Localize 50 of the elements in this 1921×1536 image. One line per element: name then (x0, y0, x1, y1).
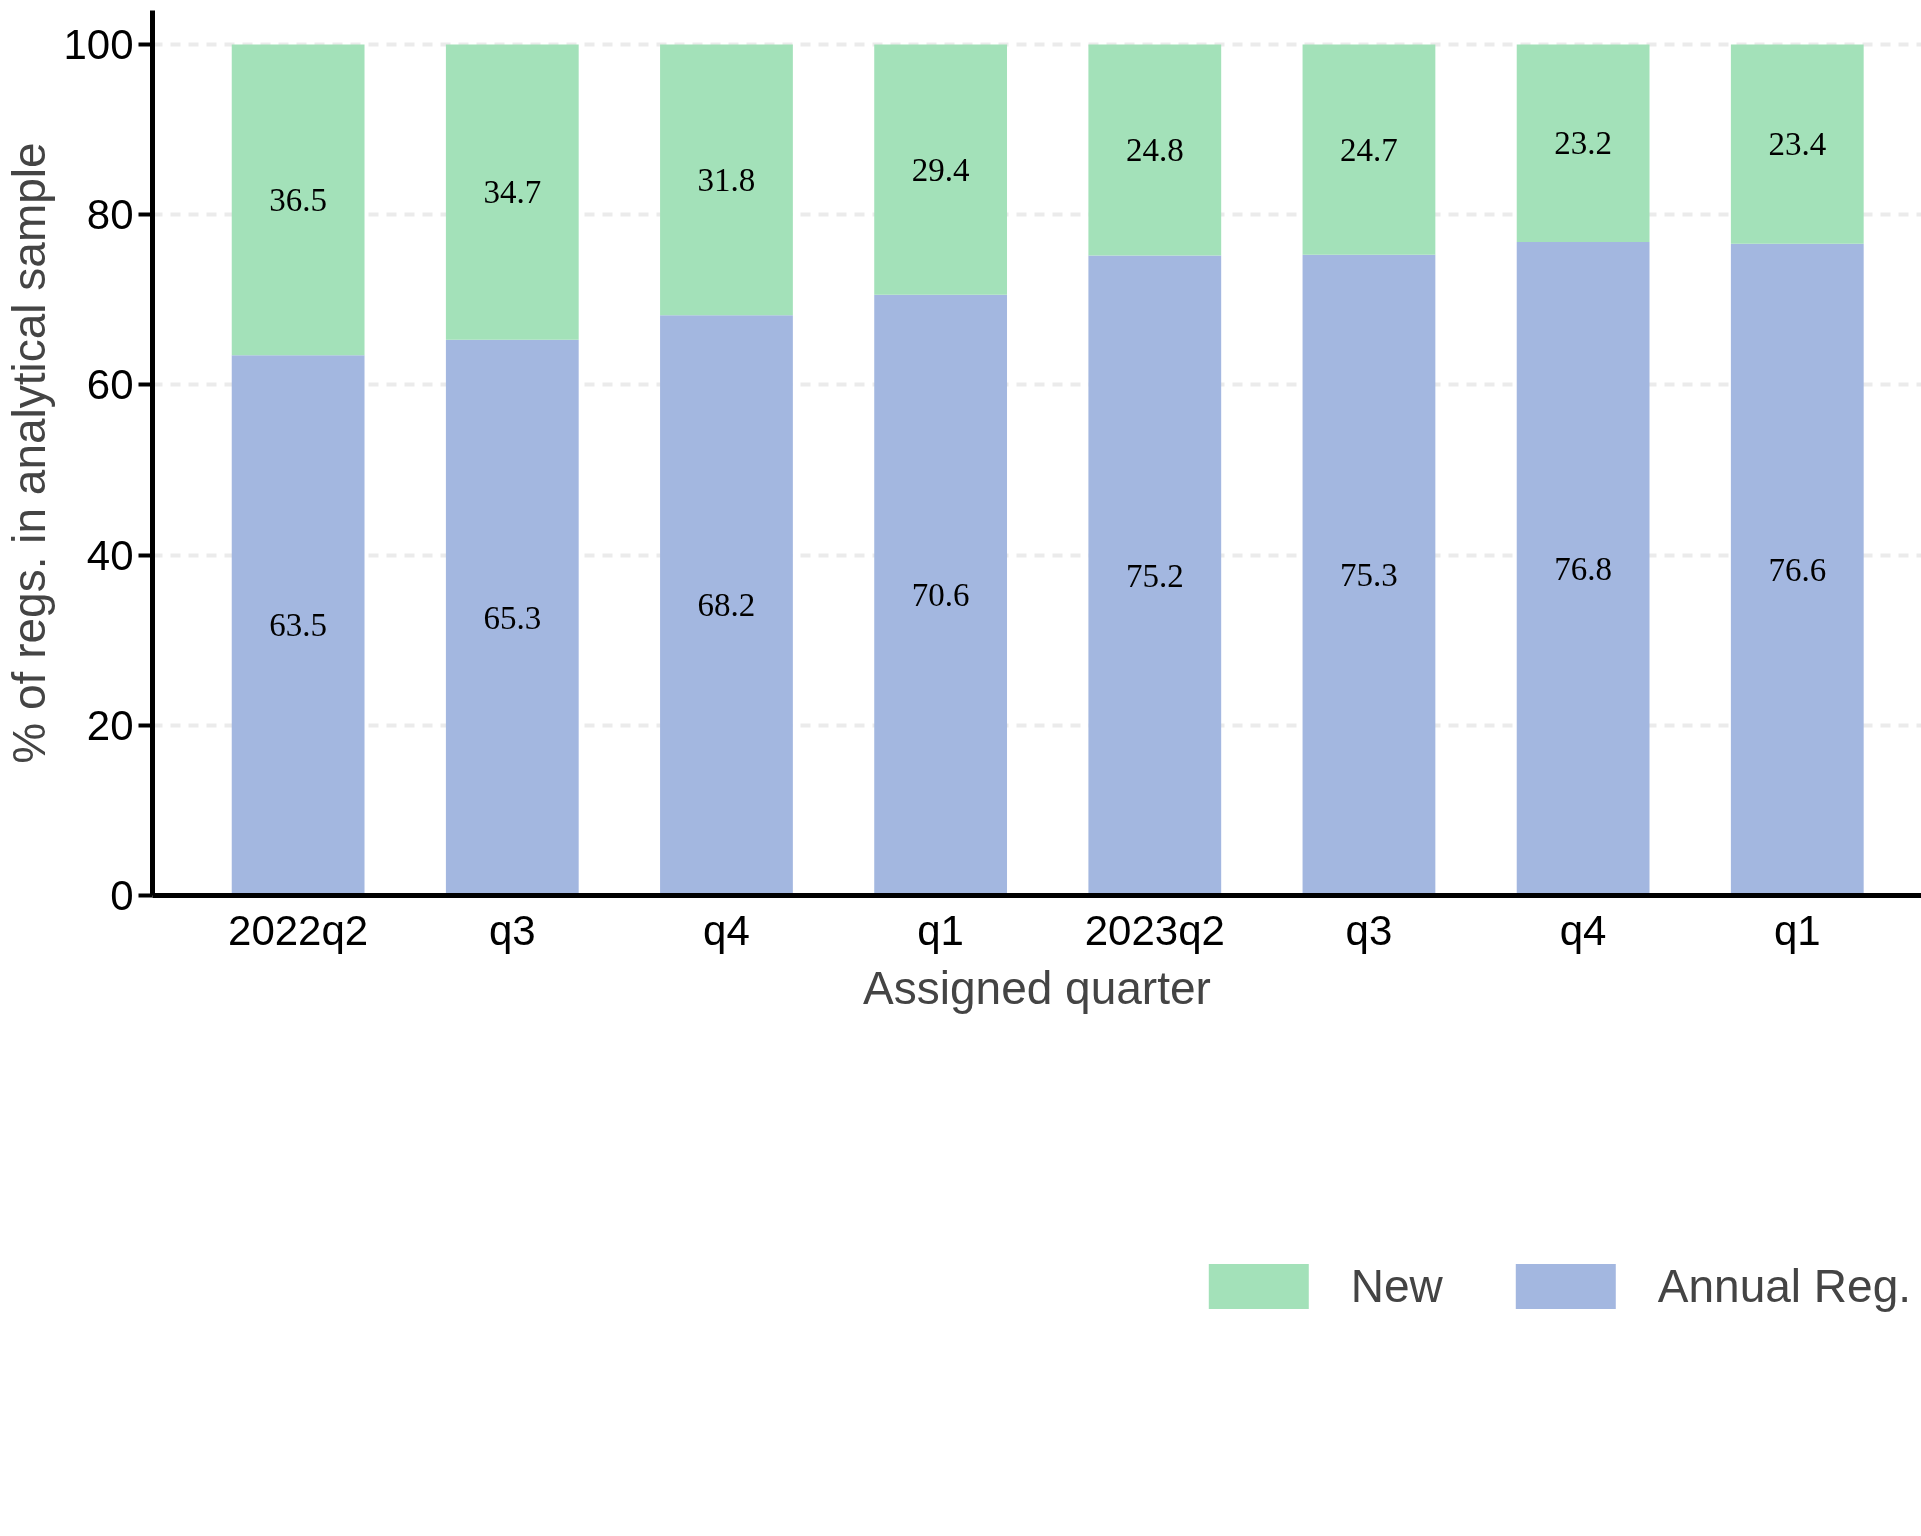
data-label: 75.2 (1125, 557, 1184, 594)
data-label: 36.5 (269, 181, 328, 218)
bar (231, 355, 365, 896)
y-tick-label: 100 (63, 21, 134, 69)
data-label: 75.3 (1340, 557, 1398, 594)
bar (660, 44, 793, 316)
y-tick-label: 0 (110, 872, 134, 919)
bar (874, 44, 1008, 295)
x-tick-label: 2022q2 (228, 906, 369, 954)
y-tick-label: 60 (86, 361, 134, 409)
data-label: 29.4 (911, 151, 970, 188)
data-label: 70.6 (911, 577, 970, 614)
bar (1730, 44, 1864, 244)
bar (231, 44, 365, 356)
data-label: 76.8 (1554, 550, 1612, 587)
x-tick-label: q1 (1773, 906, 1821, 954)
bar (1302, 254, 1436, 896)
data-label: 24.8 (1125, 132, 1184, 169)
data-label: 76.6 (1768, 551, 1827, 588)
bar (660, 315, 793, 896)
y-axis-title: % of regs. in analytical sample (3, 142, 56, 764)
bar (445, 44, 579, 340)
y-tick-label: 40 (86, 531, 134, 579)
data-label: 31.8 (697, 161, 756, 198)
legend-label: Annual Reg. (1657, 1259, 1911, 1313)
data-label: 24.7 (1340, 131, 1398, 168)
x-tick-label: q1 (917, 906, 964, 954)
bar (1730, 243, 1864, 896)
x-tick-label: q3 (488, 906, 536, 954)
data-label: 34.7 (483, 174, 542, 211)
legend-label: New (1350, 1259, 1443, 1313)
data-label: 23.2 (1554, 125, 1612, 162)
x-tick-label: q3 (1345, 906, 1393, 954)
x-axis-title: Assigned quarter (863, 961, 1211, 1014)
bar (1516, 241, 1650, 896)
x-tick-label: q4 (1559, 906, 1607, 954)
data-label: 63.5 (269, 607, 328, 644)
data-label: 68.2 (697, 587, 756, 624)
bar (874, 294, 1008, 896)
bar (445, 339, 579, 896)
x-tick-label: 2023q2 (1084, 906, 1225, 954)
x-tick-label: q4 (703, 906, 750, 954)
data-label: 65.3 (483, 599, 542, 636)
y-tick-label: 80 (86, 191, 134, 239)
y-tick-label: 20 (86, 701, 134, 749)
bar (1088, 255, 1222, 896)
data-label: 23.4 (1768, 126, 1827, 163)
bar (1516, 44, 1650, 242)
bar (1088, 44, 1222, 256)
bar (1302, 44, 1436, 255)
